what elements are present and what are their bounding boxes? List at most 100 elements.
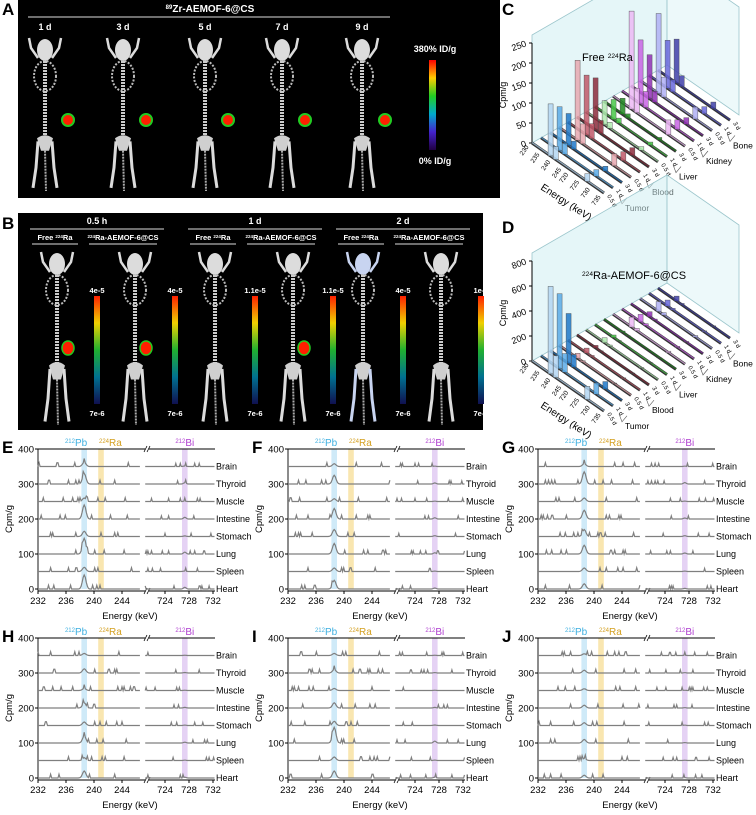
spectrum-line: [538, 649, 640, 658]
text-part: Energy (keV): [602, 611, 657, 622]
y-tick-label: 800: [510, 256, 528, 271]
peak-bar: [610, 334, 617, 338]
sample-label: Free 224Ra: [37, 233, 73, 242]
text-part: 150: [510, 78, 528, 93]
spectrum-line: [538, 771, 640, 779]
text-part: 236: [308, 596, 324, 607]
spectrum-line: [288, 579, 390, 590]
row-highlight: [630, 302, 704, 354]
y-tick-label: 200: [518, 515, 534, 526]
spectrum-line: [395, 667, 465, 674]
text-part: Lung: [716, 549, 736, 559]
text-part: 244: [614, 596, 630, 607]
text-part: 724: [407, 596, 423, 607]
skull: [127, 253, 143, 275]
chart-side-wall: [666, 0, 740, 116]
mouse-ct-image: [105, 37, 141, 192]
mouse-ct-image: [264, 37, 300, 192]
x-tick-label: 244: [114, 596, 130, 607]
x-tick-label: 235: [529, 369, 541, 382]
text-part: 4e-5: [89, 286, 104, 295]
x-tick-label: 728: [681, 785, 697, 796]
peak-bar: [634, 328, 640, 331]
peak-marker-label: 224Ra: [599, 627, 622, 638]
spectrum-line: [288, 474, 391, 485]
series-label: Intestine: [466, 514, 500, 524]
y-tick-label: 0: [29, 774, 34, 785]
forelimb: [27, 37, 63, 59]
text-part: 0: [529, 774, 534, 785]
y-tick-label: 150: [510, 78, 528, 93]
text-part: 100: [518, 550, 534, 561]
text-part: 1 d: [641, 391, 650, 401]
peak-bar: [692, 106, 699, 120]
x-tick-label: 240: [586, 785, 602, 796]
tumor-hotspot: [139, 340, 153, 356]
y-tick-label: 600: [510, 281, 528, 296]
text-part: 240: [86, 596, 102, 607]
spectrum-line: [395, 513, 465, 520]
peak-bar: [625, 113, 631, 119]
text-part: Spleen: [466, 567, 494, 577]
mouse-ct-image: [275, 251, 311, 426]
x-tick-label: 240: [540, 159, 552, 172]
text-part: Thyroid: [466, 479, 496, 489]
superscript: 212: [315, 439, 326, 445]
y-tick-label: 0: [520, 138, 528, 149]
series-label: Heart: [216, 773, 239, 783]
panel-a-background: [18, 0, 500, 198]
forelimb: [264, 37, 300, 59]
peak-bar: [592, 77, 599, 131]
peak-marker-label: 212Bi: [675, 438, 694, 449]
text-part: Lung: [466, 738, 486, 748]
y-axis-label: Cpm/g: [498, 300, 508, 327]
text-part: Stomach: [716, 532, 752, 542]
text-part: Muscle: [216, 686, 245, 696]
peak-bar: [583, 74, 590, 136]
text-part: 232: [280, 785, 296, 796]
text-part: 7 d: [275, 22, 288, 32]
colorbar: [429, 60, 436, 150]
colorbar-max-label: 1.1e-5: [322, 286, 343, 295]
text-part: 1e-5: [473, 286, 488, 295]
spectrum-row: [576, 77, 650, 169]
spectrum-row: [531, 286, 605, 413]
text-part: 1 d: [248, 216, 261, 226]
text-part: 724: [657, 596, 673, 607]
series-label: Stomach: [466, 532, 502, 542]
text-part: Spleen: [716, 567, 744, 577]
text-part: 600: [510, 281, 528, 296]
text-part: 1 d: [695, 142, 704, 152]
text-part: Bi: [435, 438, 444, 449]
spectrum-line: [145, 513, 215, 520]
peak-marker-label: 212Pb: [565, 438, 588, 449]
y-tick-label: 400: [18, 445, 34, 456]
superscript: 224: [599, 439, 610, 445]
spectrum-line: [38, 666, 140, 676]
x-tick-label: 728: [681, 596, 697, 607]
tail: [134, 379, 137, 426]
x-tick-label: 724: [407, 785, 423, 796]
text-part: Brain: [716, 651, 737, 661]
text-part: Intestine: [716, 703, 750, 713]
spectrum-line: [645, 513, 715, 520]
mouse-ct-image: [39, 251, 75, 426]
peak-bar: [611, 153, 618, 167]
text-part: Thyroid: [716, 479, 746, 489]
peak-bar: [571, 354, 577, 368]
superscript: 212: [65, 439, 76, 445]
timepoint-label: 2 d: [396, 216, 409, 226]
peak-bar: [661, 312, 667, 316]
y-axis-label: Cpm/g: [504, 694, 515, 722]
text-part: Thyroid: [216, 479, 246, 489]
x-tick-label: 236: [558, 596, 574, 607]
spectrum-line: [288, 507, 390, 522]
forelimb: [197, 251, 233, 273]
peak-bar: [556, 293, 563, 369]
spectrum-line: [38, 684, 140, 693]
spectrum-line: [645, 667, 715, 674]
text-part: 0: [279, 774, 284, 785]
organ-label: Kidney: [706, 374, 733, 384]
hindlimb: [109, 141, 137, 189]
x-tick-label: 236: [58, 785, 74, 796]
